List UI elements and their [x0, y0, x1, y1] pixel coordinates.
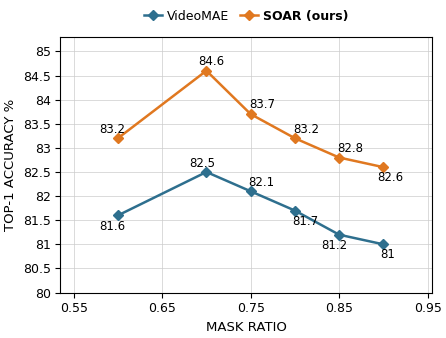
VideoMAE	[292, 209, 297, 213]
VideoMAE	[336, 233, 342, 237]
Text: 83.2: 83.2	[293, 123, 319, 136]
Text: 84.6: 84.6	[198, 55, 224, 68]
Line: SOAR (ours): SOAR (ours)	[115, 67, 387, 171]
Y-axis label: TOP-1 ACCURACY %: TOP-1 ACCURACY %	[4, 99, 17, 231]
X-axis label: MASK RATIO: MASK RATIO	[206, 321, 287, 334]
VideoMAE	[248, 189, 253, 193]
VideoMAE	[115, 213, 120, 217]
Text: 83.7: 83.7	[249, 98, 275, 112]
Text: 81.7: 81.7	[293, 215, 318, 228]
SOAR (ours)	[204, 69, 209, 73]
SOAR (ours)	[115, 136, 120, 140]
Text: 81.2: 81.2	[322, 239, 348, 252]
SOAR (ours)	[248, 112, 253, 116]
VideoMAE	[381, 242, 386, 246]
Text: 82.5: 82.5	[189, 157, 215, 170]
SOAR (ours)	[292, 136, 297, 140]
Text: 81: 81	[380, 248, 395, 261]
Text: 81.6: 81.6	[99, 219, 126, 233]
VideoMAE	[204, 170, 209, 174]
Text: 82.6: 82.6	[377, 171, 404, 184]
SOAR (ours)	[381, 165, 386, 169]
Text: 83.2: 83.2	[99, 123, 126, 136]
SOAR (ours)	[336, 155, 342, 160]
Text: 82.8: 82.8	[338, 142, 363, 155]
Legend: VideoMAE, SOAR (ours): VideoMAE, SOAR (ours)	[139, 5, 354, 28]
Line: VideoMAE: VideoMAE	[115, 169, 387, 248]
Text: 82.1: 82.1	[248, 176, 274, 189]
